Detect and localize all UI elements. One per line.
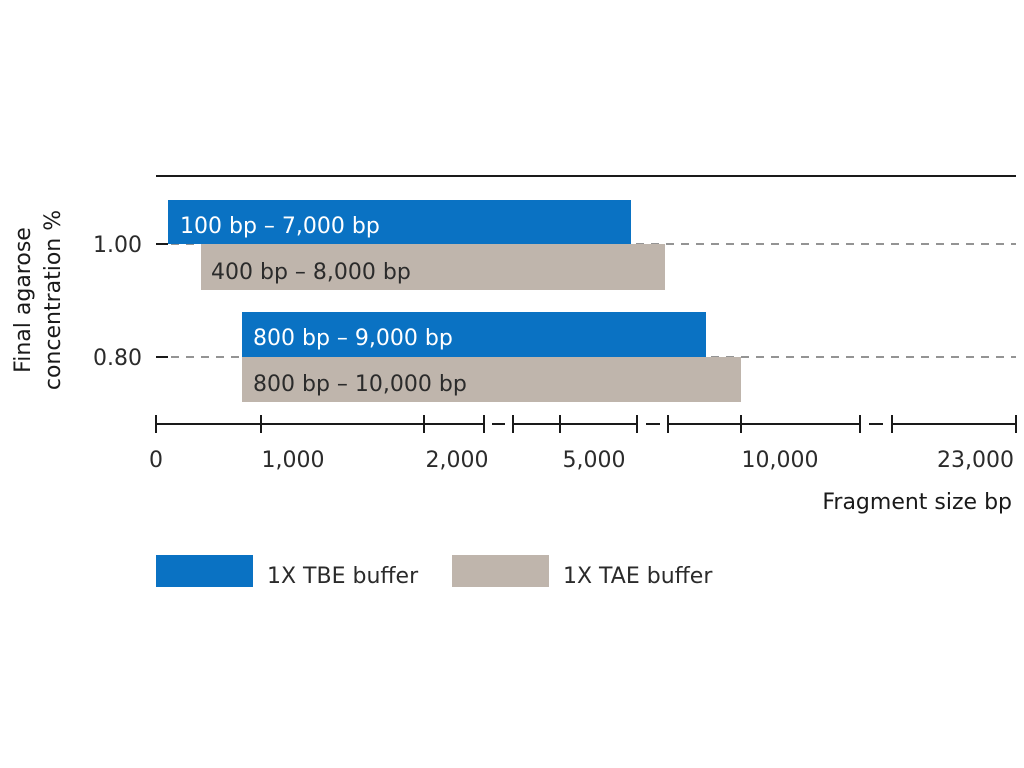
y-label-0.80: 0.80 [93, 346, 142, 371]
bar-tbe-0.80 [242, 312, 706, 357]
x-tick-label-10000: 10,000 [742, 448, 819, 473]
legend-label-tae: 1X TAE buffer [563, 564, 713, 589]
legend-label-tbe: 1X TBE buffer [267, 564, 419, 589]
bar-label-tae-1.00: 400 bp – 8,000 bp [211, 260, 411, 285]
x-axis-title: Fragment size bp [822, 490, 1012, 515]
bar-tae-1.00 [201, 244, 665, 290]
y-axis-title-line2: concentration % [41, 210, 66, 390]
bars-group: 100 bp – 7,000 bp 400 bp – 8,000 bp 800 … [168, 200, 741, 402]
x-tick-label-5000: 5,000 [563, 448, 626, 473]
x-axis [155, 415, 1017, 433]
x-tick-label-23000: 23,000 [937, 448, 1014, 473]
y-axis-title-line1: Final agarose [11, 227, 36, 373]
bar-tbe-1.00 [168, 200, 631, 244]
x-tick-label-1000: 1,000 [262, 448, 325, 473]
bar-label-tbe-1.00: 100 bp – 7,000 bp [180, 214, 380, 239]
bar-label-tae-0.80: 800 bp – 10,000 bp [253, 372, 467, 397]
x-tick-label-2000: 2,000 [426, 448, 489, 473]
y-label-1.00: 1.00 [93, 233, 142, 258]
bar-label-tbe-0.80: 800 bp – 9,000 bp [253, 326, 453, 351]
legend: 1X TBE buffer 1X TAE buffer [156, 555, 713, 589]
legend-swatch-tae [452, 555, 549, 587]
bar-tae-0.80 [242, 357, 741, 402]
legend-swatch-tbe [156, 555, 253, 587]
x-tick-label-0: 0 [149, 448, 163, 473]
